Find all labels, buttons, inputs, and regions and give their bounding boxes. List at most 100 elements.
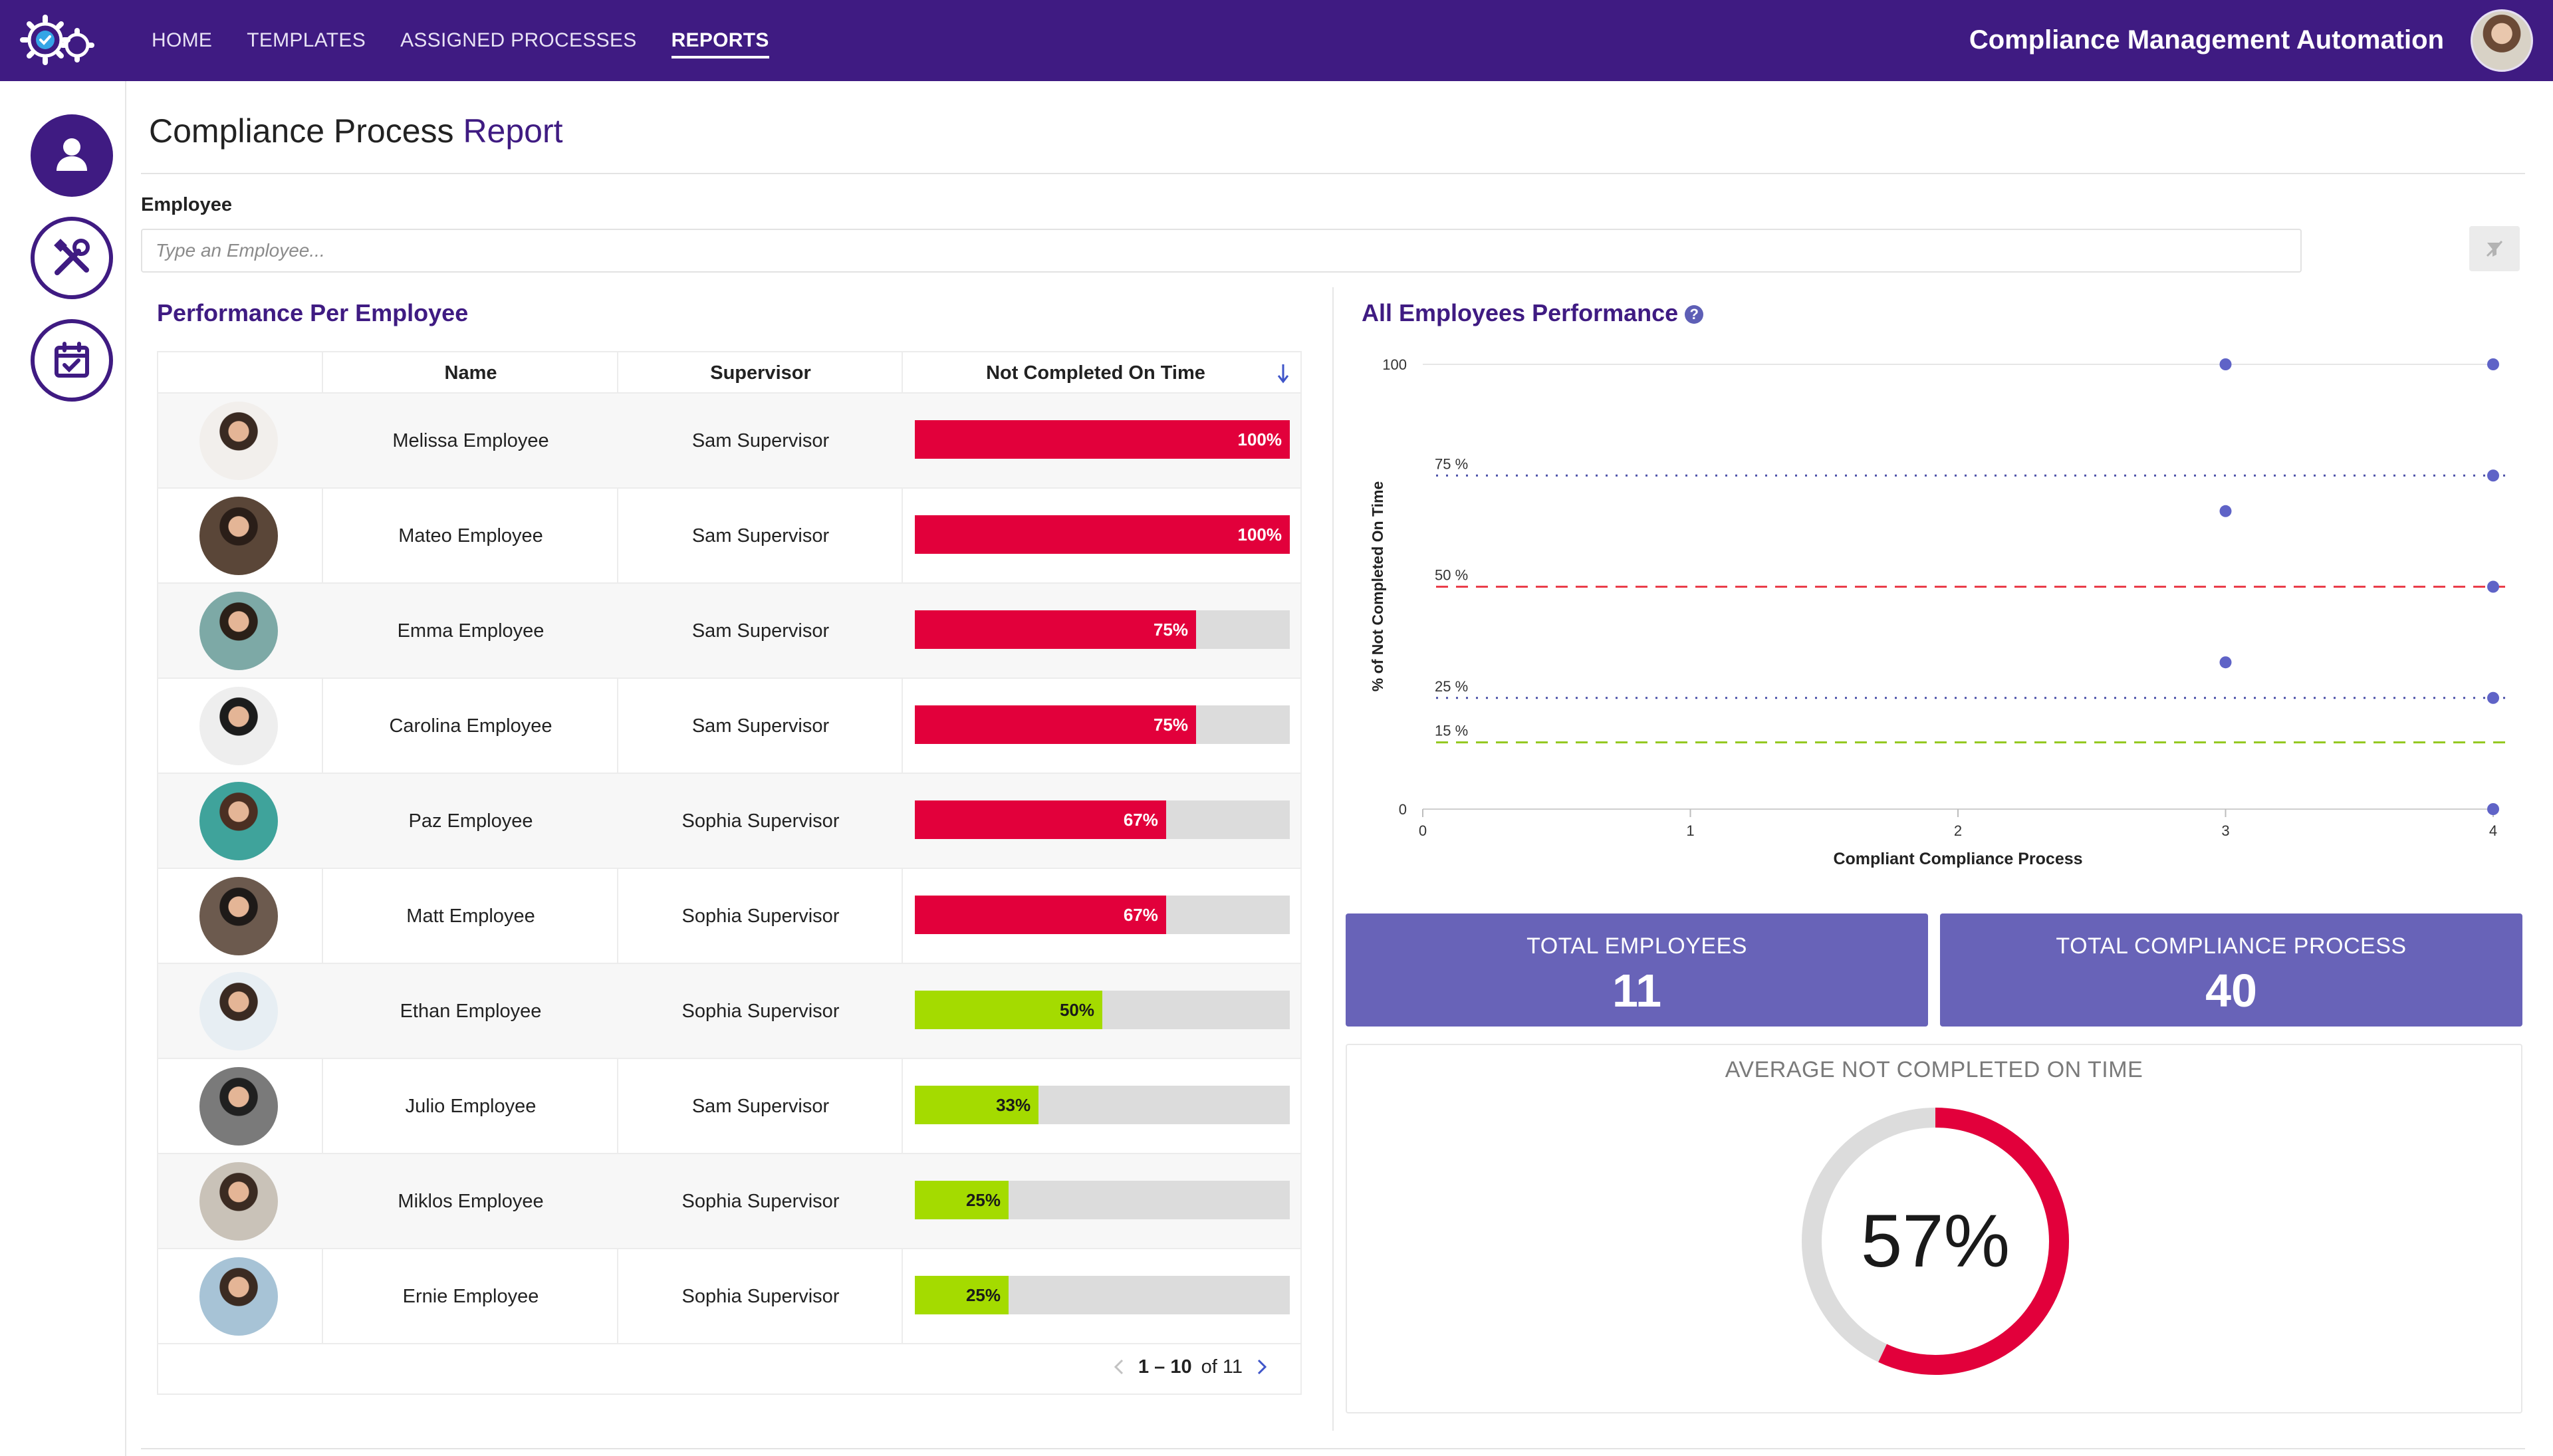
employee-name: Mateo Employee	[398, 525, 543, 546]
title-divider	[141, 173, 2525, 174]
employee-avatar	[199, 592, 278, 670]
nav-reports[interactable]: REPORTS	[671, 23, 769, 59]
data-point	[2487, 803, 2499, 815]
page-title-accent: Report	[463, 112, 563, 150]
supervisor-name: Sam Supervisor	[691, 715, 830, 737]
data-point	[2219, 358, 2232, 370]
employee-name: Julio Employee	[405, 1096, 537, 1117]
not-completed-progress-bar: 50%	[915, 991, 1290, 1029]
pagination: 1 – 10 of 11	[1110, 1354, 1271, 1380]
nav-templates[interactable]: TEMPLATES	[247, 29, 366, 51]
employee-name: Matt Employee	[406, 906, 535, 927]
data-point	[2487, 358, 2499, 370]
employee-search-input[interactable]	[141, 229, 2302, 273]
progress-fill: 75%	[915, 705, 1196, 744]
progress-fill: 25%	[915, 1276, 1009, 1314]
table-row[interactable]: Miklos Employee Sophia Supervisor 25%	[158, 1154, 1300, 1249]
supervisor-name: Sophia Supervisor	[681, 1191, 840, 1212]
employee-avatar	[199, 782, 278, 860]
progress-label: 25%	[965, 1285, 1001, 1305]
rail-tools-button[interactable]	[31, 217, 113, 299]
employee-avatar	[199, 1257, 278, 1336]
column-header-supervisor[interactable]: Supervisor	[710, 362, 811, 384]
supervisor-name: Sophia Supervisor	[681, 1001, 840, 1022]
nav-home[interactable]: HOME	[152, 29, 213, 51]
average-not-completed-card: AVERAGE NOT COMPLETED ON TIME 57%	[1346, 1044, 2522, 1413]
nav-assigned-processes[interactable]: ASSIGNED PROCESSES	[400, 29, 637, 51]
clear-filter-button[interactable]	[2469, 226, 2520, 271]
table-row[interactable]: Carolina Employee Sam Supervisor 75%	[158, 679, 1300, 774]
total-compliance-process-card: TOTAL COMPLIANCE PROCESS 40	[1940, 913, 2522, 1027]
employee-avatar	[199, 1067, 278, 1146]
progress-fill: 50%	[915, 991, 1102, 1029]
table-header: Name Supervisor Not Completed On Time	[158, 352, 1300, 394]
x-axis-label: Compliant Compliance Process	[1833, 850, 2082, 868]
table-row[interactable]: Ethan Employee Sophia Supervisor 50%	[158, 964, 1300, 1059]
x-tick-label: 2	[1954, 822, 1962, 839]
not-completed-progress-bar: 75%	[915, 610, 1290, 649]
table-row[interactable]: Mateo Employee Sam Supervisor 100%	[158, 489, 1300, 584]
employee-avatar	[199, 877, 278, 955]
employee-name: Miklos Employee	[398, 1191, 544, 1212]
employee-avatar	[199, 1162, 278, 1241]
page-title-main: Compliance Process	[149, 112, 454, 150]
next-page-icon[interactable]	[1252, 1356, 1271, 1378]
employee-avatar	[199, 402, 278, 480]
progress-label: 67%	[1123, 810, 1158, 830]
progress-fill: 33%	[915, 1086, 1039, 1124]
total-process-value: 40	[2205, 965, 2257, 1017]
not-completed-progress-bar: 25%	[915, 1181, 1290, 1219]
table-row[interactable]: Julio Employee Sam Supervisor 33%	[158, 1059, 1300, 1154]
supervisor-name: Sophia Supervisor	[681, 1286, 840, 1307]
data-point	[2487, 691, 2499, 704]
donut-fill	[1802, 1108, 2069, 1375]
y-tick-label: 100	[1382, 356, 1407, 373]
not-completed-progress-bar: 100%	[915, 515, 1290, 554]
progress-fill: 75%	[915, 610, 1196, 649]
filter-off-icon	[2486, 240, 2503, 257]
table-row[interactable]: Paz Employee Sophia Supervisor 67%	[158, 774, 1300, 869]
column-header-not-completed[interactable]: Not Completed On Time	[986, 362, 1205, 384]
sort-descending-icon[interactable]	[1275, 362, 1291, 384]
total-employees-label: TOTAL EMPLOYEES	[1526, 933, 1747, 959]
progress-label: 50%	[1059, 1000, 1094, 1020]
employee-name: Emma Employee	[397, 620, 545, 642]
progress-fill: 25%	[915, 1181, 1009, 1219]
supervisor-name: Sam Supervisor	[691, 430, 830, 451]
column-header-name[interactable]: Name	[444, 362, 497, 384]
performance-scatter-chart: 0 1 2 3 4 0 100 75 % 50 % 25 % 15 % Compliant Compl…	[1369, 356, 2506, 868]
table-row[interactable]: Matt Employee Sophia Supervisor 67%	[158, 869, 1300, 964]
top-bar: HOME TEMPLATES ASSIGNED PROCESSES REPORT…	[0, 0, 2553, 81]
panel-divider	[1332, 287, 1334, 1431]
not-completed-progress-bar: 33%	[915, 1086, 1290, 1124]
main-nav: HOME TEMPLATES ASSIGNED PROCESSES REPORT…	[152, 0, 769, 81]
chart-title: All Employees Performance	[1362, 299, 1679, 326]
employee-name: Melissa Employee	[392, 430, 549, 451]
table-row[interactable]: Melissa Employee Sam Supervisor 100%	[158, 394, 1300, 489]
employee-avatar	[199, 497, 278, 575]
rail-calendar-button[interactable]	[31, 319, 113, 402]
x-tick-label: 0	[1419, 822, 1427, 839]
table-row[interactable]: Emma Employee Sam Supervisor 75%	[158, 584, 1300, 679]
reference-line-label: 50 %	[1435, 567, 1468, 584]
x-tick-label: 4	[2489, 822, 2497, 839]
not-completed-progress-bar: 67%	[915, 800, 1290, 839]
gears-check-logo-icon[interactable]	[19, 12, 98, 69]
user-avatar[interactable]	[2471, 9, 2533, 72]
supervisor-name: Sam Supervisor	[691, 1096, 830, 1117]
help-icon[interactable]: ?	[1685, 305, 1704, 324]
employee-name: Paz Employee	[408, 810, 533, 832]
performance-table: Name Supervisor Not Completed On Time Me…	[157, 351, 1302, 1395]
not-completed-progress-bar: 25%	[915, 1276, 1290, 1314]
rail-people-button[interactable]	[31, 114, 113, 197]
reference-line-label: 25 %	[1435, 678, 1468, 695]
employee-name: Ernie Employee	[402, 1286, 539, 1307]
progress-label: 25%	[965, 1190, 1001, 1210]
prev-page-icon[interactable]	[1110, 1356, 1129, 1378]
progress-label: 100%	[1237, 525, 1282, 545]
calendar-check-icon	[55, 342, 89, 378]
not-completed-progress-bar: 67%	[915, 896, 1290, 934]
table-row[interactable]: Ernie Employee Sophia Supervisor 25%	[158, 1249, 1300, 1344]
progress-fill: 67%	[915, 896, 1166, 934]
progress-fill: 67%	[915, 800, 1166, 839]
